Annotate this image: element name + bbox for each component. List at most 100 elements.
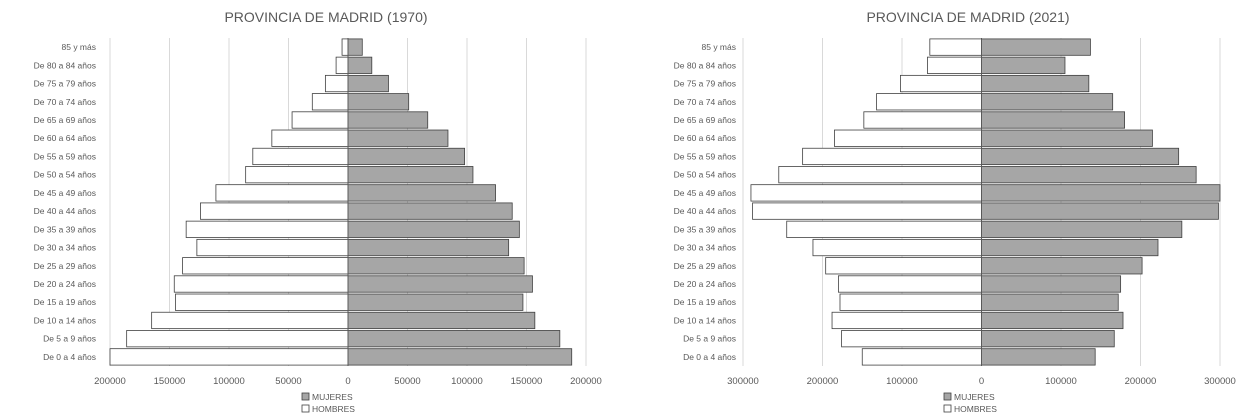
bar-hombres (200, 202, 349, 220)
x-tick-label: 100000 (1045, 376, 1077, 387)
bar-hombres (196, 238, 349, 257)
bar-mujeres (981, 38, 1091, 56)
category-label: De 40 a 44 años (674, 206, 736, 216)
bar-mujeres (981, 311, 1124, 330)
bar-hombres (750, 184, 982, 202)
bar-hombres (831, 311, 982, 330)
bar-hombres (778, 166, 982, 184)
bar-hombres (173, 275, 349, 293)
legend-swatch-hombres (301, 404, 310, 413)
x-tick-label: 200000 (1125, 376, 1157, 387)
x-tick-label: 100000 (451, 376, 483, 387)
bar-mujeres (981, 111, 1126, 129)
bar-hombres (752, 202, 982, 220)
legend-label-mujeres: MUJERES (954, 392, 995, 402)
bar-mujeres (347, 111, 429, 129)
category-label: De 40 a 44 años (34, 206, 96, 216)
bar-mujeres (347, 93, 410, 111)
bar-mujeres (347, 311, 536, 330)
bar-mujeres (347, 348, 573, 366)
bar-hombres (900, 74, 982, 93)
bar-mujeres (347, 293, 524, 311)
x-tick-label: 150000 (511, 376, 543, 387)
bar-mujeres (981, 184, 1221, 202)
bar-mujeres (981, 147, 1180, 166)
bar-mujeres (347, 129, 449, 147)
x-tick-label: 200000 (807, 376, 839, 387)
bar-hombres (825, 257, 982, 275)
category-label: De 10 a 14 años (34, 315, 96, 325)
bar-mujeres (347, 275, 533, 293)
bar-mujeres (981, 93, 1114, 111)
bar-hombres (324, 74, 349, 93)
bar-mujeres (981, 238, 1159, 257)
category-label: De 15 a 19 años (674, 297, 736, 307)
legend-swatch-mujeres (943, 392, 952, 401)
bar-hombres (838, 275, 982, 293)
category-label: De 70 a 74 años (674, 97, 736, 107)
bar-hombres (271, 129, 349, 147)
category-label: De 45 a 49 años (34, 188, 96, 198)
bar-mujeres (981, 166, 1197, 184)
bar-hombres (182, 257, 349, 275)
bar-hombres (185, 220, 349, 238)
category-label: De 5 a 9 años (43, 334, 96, 344)
bar-hombres (839, 293, 982, 311)
legend-label-hombres: HOMBRES (954, 404, 997, 414)
bar-hombres (834, 129, 982, 147)
bar-hombres (252, 147, 349, 166)
x-tick-label: 100000 (213, 376, 245, 387)
x-tick-label: 300000 (727, 376, 759, 387)
bar-mujeres (981, 293, 1119, 311)
bar-hombres (335, 56, 349, 74)
x-tick-label: 300000 (1204, 376, 1236, 387)
bar-mujeres (981, 275, 1122, 293)
bar-hombres (126, 330, 349, 348)
bar-mujeres (347, 220, 520, 238)
category-label: De 75 a 79 años (34, 79, 96, 89)
x-tick-label: 150000 (154, 376, 186, 387)
bar-hombres (175, 293, 349, 311)
chart-title: PROVINCIA DE MADRID (1970) (224, 9, 427, 25)
bar-hombres (215, 184, 349, 202)
category-label: De 10 a 14 años (674, 315, 736, 325)
bar-mujeres (347, 202, 513, 220)
bar-hombres (151, 311, 349, 330)
bar-mujeres (981, 220, 1183, 238)
x-tick-label: 0 (345, 376, 350, 387)
bar-hombres (311, 93, 349, 111)
category-label: De 70 a 74 años (34, 97, 96, 107)
category-label: De 35 a 39 años (674, 224, 736, 234)
bar-hombres (786, 220, 982, 238)
bar-mujeres (347, 56, 373, 74)
bar-mujeres (981, 74, 1090, 93)
category-label: De 80 a 84 años (674, 60, 736, 70)
category-label: De 5 a 9 años (683, 334, 736, 344)
bar-mujeres (981, 56, 1066, 74)
bar-mujeres (347, 238, 510, 257)
legend-label-mujeres: MUJERES (312, 392, 353, 402)
x-tick-label: 50000 (275, 376, 301, 387)
pyramid-chart-1: PROVINCIA DE MADRID (1970) 85 y más De 80 … (34, 9, 602, 414)
x-tick-label: 200000 (94, 376, 126, 387)
category-label: De 80 a 84 años (34, 60, 96, 70)
bar-hombres (927, 56, 982, 74)
bar-mujeres (981, 257, 1143, 275)
bar-mujeres (347, 166, 474, 184)
category-label: De 60 a 64 años (674, 133, 736, 143)
category-label: De 0 a 4 años (683, 352, 736, 362)
category-label: De 30 a 34 años (34, 243, 96, 253)
x-tick-label: 50000 (394, 376, 420, 387)
bar-hombres (109, 348, 349, 366)
x-tick-label: 0 (979, 376, 984, 387)
category-label: De 25 a 29 años (34, 261, 96, 271)
bar-hombres (861, 348, 982, 366)
x-tick-label: 200000 (570, 376, 602, 387)
category-label: De 0 a 4 años (43, 352, 96, 362)
bar-hombres (841, 330, 982, 348)
category-label: De 25 a 29 años (674, 261, 736, 271)
bar-hombres (245, 166, 349, 184)
legend-swatch-hombres (943, 404, 952, 413)
